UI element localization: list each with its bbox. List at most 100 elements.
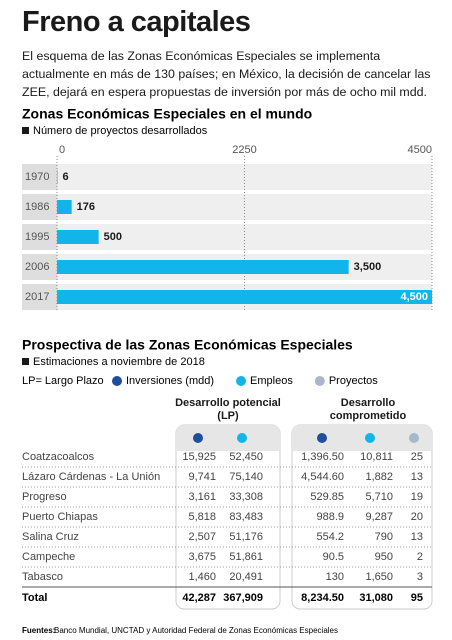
cell: 3,161 <box>188 491 216 503</box>
group-header: Desarrollo comprometido <box>329 397 407 422</box>
cell: 13 <box>411 531 423 543</box>
x-tick-label: 4500 <box>408 144 432 156</box>
row-name: Lázaro Cárdenas - La Unión <box>22 471 160 483</box>
value-label: 6 <box>63 171 69 183</box>
column-dot <box>237 433 247 443</box>
total-cell: 8,234.50 <box>301 592 344 604</box>
cell: 2 <box>417 551 423 563</box>
x-tick-label: 0 <box>59 144 65 156</box>
year-cell <box>22 284 57 310</box>
cell: 33,308 <box>229 491 263 503</box>
group-tab <box>292 425 432 451</box>
cell: 529.85 <box>310 491 344 503</box>
x-tick-label: 2250 <box>232 144 256 156</box>
year-cell <box>22 164 57 190</box>
cell: 988.9 <box>316 511 344 523</box>
cell: 1,396.50 <box>301 451 344 463</box>
year-cell <box>22 194 57 220</box>
cell: 3,675 <box>188 551 216 563</box>
legend-marker <box>22 358 29 365</box>
row-band <box>22 164 432 190</box>
row-name: Tabasco <box>22 571 63 583</box>
cell: 83,483 <box>229 511 263 523</box>
cell: 20 <box>411 511 423 523</box>
column-dot <box>409 433 419 443</box>
row-band <box>22 194 432 220</box>
y-tick-label: 1995 <box>25 231 49 243</box>
cell: 25 <box>411 451 423 463</box>
legend-label: Proyectos <box>329 375 378 387</box>
total-cell: 367,909 <box>223 592 263 604</box>
legend-dot <box>314 376 325 386</box>
row-name: Campeche <box>22 551 75 563</box>
bar <box>57 230 99 244</box>
cell: 130 <box>326 571 344 583</box>
cell: 51,176 <box>229 531 263 543</box>
value-label: 176 <box>77 201 95 213</box>
total-cell: Total <box>22 592 47 604</box>
legend-label: Número de proyectos desarrollados <box>33 125 208 137</box>
cell: 3 <box>417 571 423 583</box>
cell: 1,460 <box>188 571 216 583</box>
bar <box>57 170 58 184</box>
legend-dot <box>236 376 247 386</box>
cell: 10,811 <box>360 451 393 463</box>
bar <box>57 200 72 214</box>
total-cell: 42,287 <box>182 592 216 604</box>
cell: 790 <box>375 531 393 543</box>
cell: 19 <box>411 491 423 503</box>
footer-label: Fuentes: <box>22 626 55 635</box>
cell: 90.5 <box>323 551 344 563</box>
cell: 5,818 <box>188 511 216 523</box>
row-name: Puerto Chiapas <box>22 511 98 523</box>
row-name: Progreso <box>22 491 67 503</box>
bar <box>57 260 349 274</box>
total-cell: 31,080 <box>359 592 393 604</box>
note: LP= Largo Plazo <box>22 375 104 387</box>
cell: 2,507 <box>188 531 216 543</box>
year-cell <box>22 254 57 280</box>
cell: 9,741 <box>188 471 216 483</box>
cell: 15,925 <box>182 451 216 463</box>
table-title: Prospectiva de las Zonas Económicas Espe… <box>22 337 353 353</box>
row-name: Salina Cruz <box>22 531 79 543</box>
title: Freno a capitales <box>22 6 251 38</box>
lead-text: El esquema de las Zonas Económicas Espec… <box>22 49 431 99</box>
total-cell: 95 <box>411 592 423 604</box>
row-name: Coatzacoalcos <box>22 451 95 463</box>
year-cell <box>22 224 57 250</box>
bar <box>57 290 432 304</box>
cell: 52,450 <box>229 451 263 463</box>
group-header: Desarrollo potencial (LP) <box>175 397 281 422</box>
legend-label: Inversiones (mdd) <box>126 375 214 387</box>
cell: 4,544.60 <box>301 471 344 483</box>
y-tick-label: 1986 <box>25 201 49 213</box>
cell: 950 <box>375 551 393 563</box>
cell: 1,882 <box>365 471 393 483</box>
cell: 51,861 <box>229 551 263 563</box>
legend-label: Empleos <box>250 375 293 387</box>
footer-text: Banco Mundial, UNCTAD y Autoridad Federa… <box>54 626 338 635</box>
column-dot <box>317 433 327 443</box>
cell: 20,491 <box>229 571 263 583</box>
y-tick-label: 1970 <box>25 171 49 183</box>
table-subtitle: Estimaciones a noviembre de 2018 <box>33 356 205 368</box>
cell: 5,710 <box>365 491 393 503</box>
group-tab <box>176 425 280 451</box>
cell: 1,650 <box>365 571 393 583</box>
legend-dot <box>112 376 122 386</box>
value-label: 4,500 <box>400 291 428 303</box>
cell: 13 <box>411 471 423 483</box>
value-label: 3,500 <box>354 261 382 273</box>
value-label: 500 <box>104 231 122 243</box>
y-tick-label: 2017 <box>25 291 49 303</box>
legend-marker <box>22 127 29 134</box>
column-dot <box>193 433 203 443</box>
cell: 554.2 <box>316 531 344 543</box>
chart-title: Zonas Económicas Especiales en el mundo <box>22 106 312 122</box>
cell: 75,140 <box>229 471 263 483</box>
cell: 9,287 <box>365 511 393 523</box>
column-dot <box>365 433 375 443</box>
